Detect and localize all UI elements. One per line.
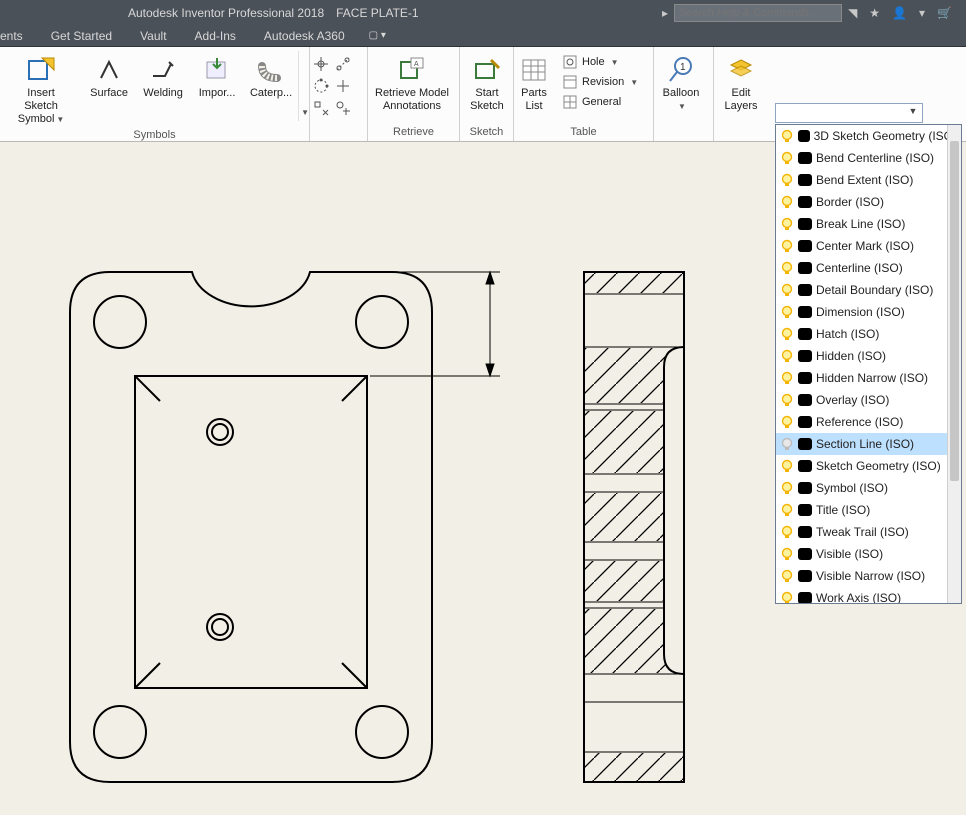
parts-list-button[interactable]: PartsList [514,51,554,115]
balloon-button[interactable]: 1 Balloon▼ [654,51,708,115]
panel-retrieve-label: Retrieve [368,125,459,141]
document-name: FACE PLATE-1 [336,6,418,20]
drawing-svg [0,142,966,812]
app-name: Autodesk Inventor Professional 2018 [128,6,324,20]
panel-retrieve: A Retrieve ModelAnnotations Retrieve [368,47,460,141]
dropdown-icon[interactable]: ▾ [919,6,925,20]
panel-sketch-label: Sketch [460,125,513,141]
panel-balloon: 1 Balloon▼ [654,47,714,141]
welding-icon [149,53,177,87]
titlebar: Autodesk Inventor Professional 2018 FACE… [0,0,966,25]
welding-button[interactable]: Welding [136,51,190,102]
centered-pattern-icon[interactable] [312,77,330,95]
align-crosshair-2-icon[interactable] [334,99,352,117]
general-table-icon [562,94,578,110]
ribbon-tabs: ents Get Started Vault Add-Ins Autodesk … [0,25,966,47]
panel-table-label: Table [514,125,653,141]
start-sketch-icon [473,53,501,87]
insert-sketch-symbol-label: InsertSketch Symbol▼ [6,87,76,126]
align-crosshair-icon[interactable] [312,99,330,117]
surface-icon [95,53,123,87]
import-icon [203,53,231,87]
symbols-expand[interactable]: ▼ [298,51,309,121]
tab-autodesk-a360[interactable]: Autodesk A360 [250,29,359,43]
start-sketch-button[interactable]: StartSketch [460,51,514,115]
help-search-input[interactable] [674,4,842,22]
tab-add-ins[interactable]: Add-Ins [181,29,250,43]
drawing-canvas [0,142,966,812]
caterpillar-button[interactable]: Caterp... [244,51,298,102]
edit-layers-icon [727,53,755,87]
retrieve-model-annotations-button[interactable]: A Retrieve ModelAnnotations [368,51,456,115]
layer-name: 3D Sketch Geometry (ISO) [814,129,957,143]
appearance-toggle-icon[interactable]: ▢ ▾ [359,30,396,41]
tab-vault[interactable]: Vault [126,29,180,43]
caterpillar-icon [257,53,285,87]
general-table-button[interactable]: General [558,93,642,111]
edit-layers-button[interactable]: EditLayers [714,51,768,115]
lightbulb-icon [780,129,794,143]
surface-button[interactable]: Surface [82,51,136,102]
signin-icon[interactable]: ◥ [848,6,857,20]
retrieve-annotations-icon: A [397,53,427,87]
combo-arrow-icon: ▼ [906,106,920,120]
svg-text:1: 1 [680,62,686,73]
panel-sketch: StartSketch Sketch [460,47,514,141]
center-mark-icon[interactable] [312,55,330,73]
parts-list-icon [521,53,547,87]
layer-swatch [798,130,810,142]
search-arrow-icon: ▸ [662,6,668,20]
insert-sketch-symbol-icon [26,53,56,87]
cart-icon[interactable]: 🛒 [937,6,952,20]
revision-table-icon [562,74,578,90]
hole-table-icon [562,54,578,70]
balloon-icon: 1 [667,53,695,87]
hole-table-button[interactable]: Hole▼ [558,53,642,71]
centerline-bisector-icon[interactable] [334,55,352,73]
revision-table-button[interactable]: Revision▼ [558,73,642,91]
svg-text:A: A [414,61,419,68]
panel-symbols: InsertSketch Symbol▼ Surface Welding Imp… [0,47,310,141]
insert-sketch-symbol-button[interactable]: InsertSketch Symbol▼ [0,51,82,128]
ribbon: InsertSketch Symbol▼ Surface Welding Imp… [0,47,966,142]
tab-environments[interactable]: ents [0,29,37,43]
favorite-icon[interactable]: ★ [869,6,880,20]
panel-center-marks [310,47,368,141]
tab-get-started[interactable]: Get Started [37,29,126,43]
panel-edit-layers: EditLayers [714,47,768,141]
layer-select-combo[interactable]: ▼ [775,103,923,123]
center-hole-icon[interactable] [334,77,352,95]
user-icon[interactable]: 👤 [892,6,907,20]
import-button[interactable]: Impor... [190,51,244,102]
panel-symbols-label: Symbols [0,128,309,142]
panel-table: PartsList Hole▼ Revision▼ General Table [514,47,654,141]
